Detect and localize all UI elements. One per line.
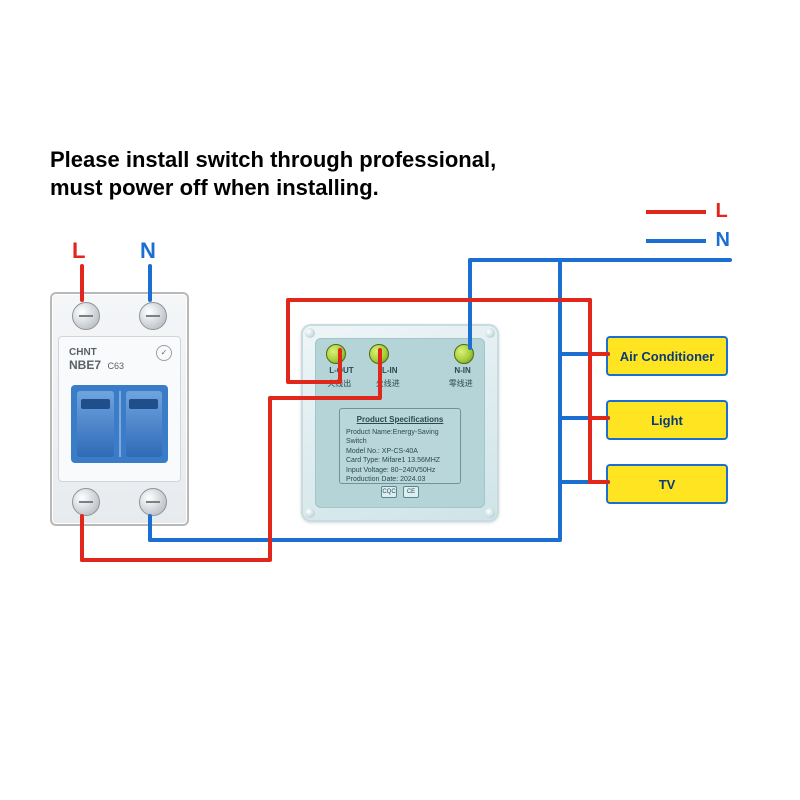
legend-row-L: L <box>646 200 730 223</box>
spec-line-1: Model No.: XP-CS-40A <box>346 447 454 456</box>
breaker-body: CHNT NBE7 C63 ✓ <box>58 336 181 482</box>
tlab-3: N-IN <box>454 366 470 375</box>
tcn-3: 零线进 <box>449 378 473 389</box>
terminal-L-in <box>369 344 389 364</box>
spec-line-2: Card Type: Mifare1 13.56MHZ <box>346 456 454 465</box>
badge-0: CQC <box>381 486 397 498</box>
breaker-bottom-terminals <box>52 488 187 516</box>
load-air-conditioner: Air Conditioner <box>606 336 728 376</box>
tlab-1: L-IN <box>382 366 398 375</box>
diagram-stage: Please install switch through profession… <box>0 0 800 800</box>
spec-line-3: Input Voltage: 80~240V50Hz <box>346 466 454 475</box>
circuit-breaker: CHNT NBE7 C63 ✓ <box>50 292 189 526</box>
tlab-0: L-OUT <box>329 366 353 375</box>
switch-screw-bl <box>305 508 315 518</box>
switch-screw-tl <box>305 328 315 338</box>
breaker-screw-bot-N <box>139 488 167 516</box>
breaker-toggle <box>71 385 168 463</box>
spec-box: Product Specifications Product Name:Ener… <box>339 408 461 484</box>
terminal-L-out <box>326 344 346 364</box>
breaker-model: NBE7 <box>69 358 101 372</box>
breaker-lever-N <box>126 391 163 457</box>
heading-line2: must power off when installing. <box>50 175 379 200</box>
legend: L N <box>646 200 730 258</box>
breaker-label-N: N <box>140 238 156 264</box>
breaker-code: C63 <box>108 361 125 371</box>
energy-saving-switch: L-OUT L-IN N-IN 火线出 火线进 零线进 Product Spec… <box>301 324 499 522</box>
switch-terminal-labels-cn: 火线出 火线进 零线进 <box>315 378 485 389</box>
switch-screw-tr <box>485 328 495 338</box>
legend-label-N: N <box>716 229 730 252</box>
legend-swatch-N <box>646 239 706 243</box>
cert-icon: ✓ <box>156 345 172 361</box>
load-tv: TV <box>606 464 728 504</box>
tcn-1: 火线进 <box>376 378 400 389</box>
breaker-brand: CHNT <box>69 347 124 358</box>
legend-swatch-L <box>646 210 706 214</box>
breaker-label-block: CHNT NBE7 C63 <box>69 347 124 372</box>
spec-title: Product Specifications <box>346 415 454 426</box>
switch-screw-br <box>485 508 495 518</box>
terminal-N-in <box>454 344 474 364</box>
legend-label-L: L <box>716 200 728 223</box>
instruction-heading: Please install switch through profession… <box>50 146 496 201</box>
spec-line-0: Product Name:Energy-Saving Switch <box>346 428 454 447</box>
breaker-lever-L <box>77 391 114 457</box>
tcn-0: 火线出 <box>327 378 351 389</box>
breaker-screw-top-N <box>139 302 167 330</box>
legend-row-N: N <box>646 229 730 252</box>
breaker-label-L: L <box>72 238 85 264</box>
badge-1: CE <box>403 486 419 498</box>
breaker-top-terminals <box>52 302 187 330</box>
switch-terminal-row <box>315 344 485 364</box>
switch-terminal-labels: L-OUT L-IN N-IN <box>315 366 485 375</box>
breaker-screw-bot-L <box>72 488 100 516</box>
heading-line1: Please install switch through profession… <box>50 147 496 172</box>
load-light: Light <box>606 400 728 440</box>
spec-line-4: Production Date: 2024.03 <box>346 475 454 484</box>
breaker-screw-top-L <box>72 302 100 330</box>
spec-badges: CQC CE <box>346 486 454 498</box>
switch-inner: L-OUT L-IN N-IN 火线出 火线进 零线进 Product Spec… <box>315 338 485 508</box>
